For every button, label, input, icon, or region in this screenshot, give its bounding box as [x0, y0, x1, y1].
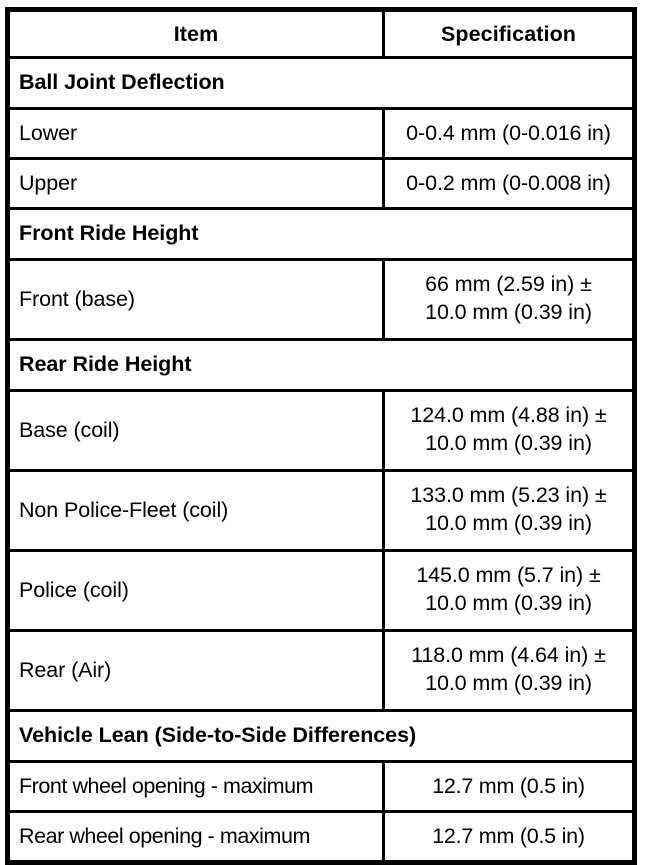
- section-header-front-ride-height: Front Ride Height: [6, 207, 636, 261]
- table-row: Base (coil) 124.0 mm (4.88 in) ± 10.0 mm…: [6, 389, 637, 472]
- table-row: Rear wheel opening - maximum 12.7 mm (0.…: [6, 810, 637, 864]
- specification-table: Item Specification Ball Joint Deflection…: [5, 7, 637, 865]
- table-row: Front wheel opening - maximum 12.7 mm (0…: [6, 760, 637, 813]
- specification-table-container: Item Specification Ball Joint Deflection…: [5, 7, 637, 865]
- row-value-lower: 0-0.4 mm (0-0.016 in): [381, 107, 637, 160]
- spec-line-2: 10.0 mm (0.39 in): [425, 591, 592, 615]
- spec-line-1: 118.0 mm (4.64 in) ±: [411, 643, 606, 668]
- section-header-row: Vehicle Lean (Side-to-Side Differences): [6, 709, 636, 763]
- table-row: Non Police-Fleet (coil) 133.0 mm (5.23 i…: [6, 469, 637, 552]
- spec-line-1: 124.0 mm (4.88 in) ±: [410, 403, 607, 428]
- spec-line-1: 145.0 mm (5.7 in) ±: [416, 563, 601, 588]
- table-row: Upper 0-0.2 mm (0-0.008 in): [6, 157, 637, 210]
- row-label-rear-wheel-opening: Rear wheel opening - maximum: [6, 810, 385, 864]
- section-header-rear-ride-height: Rear Ride Height: [6, 338, 636, 392]
- column-header-specification: Specification: [381, 8, 637, 59]
- section-header-ball-joint-deflection: Ball Joint Deflection: [6, 56, 636, 110]
- row-value-front-wheel-opening: 12.7 mm (0.5 in): [381, 760, 637, 813]
- row-label-lower: Lower: [6, 107, 385, 160]
- table-header-row: Item Specification: [6, 8, 637, 59]
- row-label-front-wheel-opening: Front wheel opening - maximum: [6, 760, 385, 813]
- row-value-base-coil: 124.0 mm (4.88 in) ± 10.0 mm (0.39 in): [381, 389, 637, 472]
- section-header-row: Ball Joint Deflection: [6, 56, 636, 110]
- row-label-non-police-fleet-coil: Non Police-Fleet (coil): [6, 469, 385, 552]
- row-label-police-coil: Police (coil): [6, 549, 385, 632]
- table-row: Front (base) 66 mm (2.59 in) ± 10.0 mm (…: [6, 258, 637, 341]
- column-header-item: Item: [6, 8, 385, 59]
- row-value-non-police-fleet-coil: 133.0 mm (5.23 in) ± 10.0 mm (0.39 in): [381, 469, 637, 552]
- row-value-upper: 0-0.2 mm (0-0.008 in): [381, 157, 637, 210]
- spec-line-2: 10.0 mm (0.39 in): [425, 431, 592, 455]
- row-value-police-coil: 145.0 mm (5.7 in) ± 10.0 mm (0.39 in): [381, 549, 637, 632]
- row-value-front-base: 66 mm (2.59 in) ± 10.0 mm (0.39 in): [381, 258, 637, 341]
- spec-line-2: 10.0 mm (0.39 in): [425, 511, 592, 535]
- section-header-vehicle-lean: Vehicle Lean (Side-to-Side Differences): [6, 709, 636, 763]
- row-value-rear-air: 118.0 mm (4.64 in) ± 10.0 mm (0.39 in): [381, 629, 637, 712]
- table-row: Rear (Air) 118.0 mm (4.64 in) ± 10.0 mm …: [6, 629, 637, 712]
- row-label-base-coil: Base (coil): [6, 389, 385, 472]
- table-row: Lower 0-0.4 mm (0-0.016 in): [6, 107, 637, 160]
- row-label-rear-air: Rear (Air): [6, 629, 385, 712]
- row-label-upper: Upper: [6, 157, 385, 210]
- table-row: Police (coil) 145.0 mm (5.7 in) ± 10.0 m…: [6, 549, 637, 632]
- spec-line-1: 133.0 mm (5.23 in) ±: [410, 483, 607, 508]
- row-label-front-base: Front (base): [6, 258, 385, 341]
- section-header-row: Rear Ride Height: [6, 338, 636, 392]
- specification-table-body: Item Specification Ball Joint Deflection…: [6, 8, 637, 864]
- spec-line-2: 10.0 mm (0.39 in): [425, 300, 592, 324]
- spec-line-2: 10.0 mm (0.39 in): [425, 671, 592, 695]
- section-header-row: Front Ride Height: [6, 207, 636, 261]
- spec-line-1: 66 mm (2.59 in) ±: [425, 272, 592, 297]
- row-value-rear-wheel-opening: 12.7 mm (0.5 in): [381, 810, 637, 864]
